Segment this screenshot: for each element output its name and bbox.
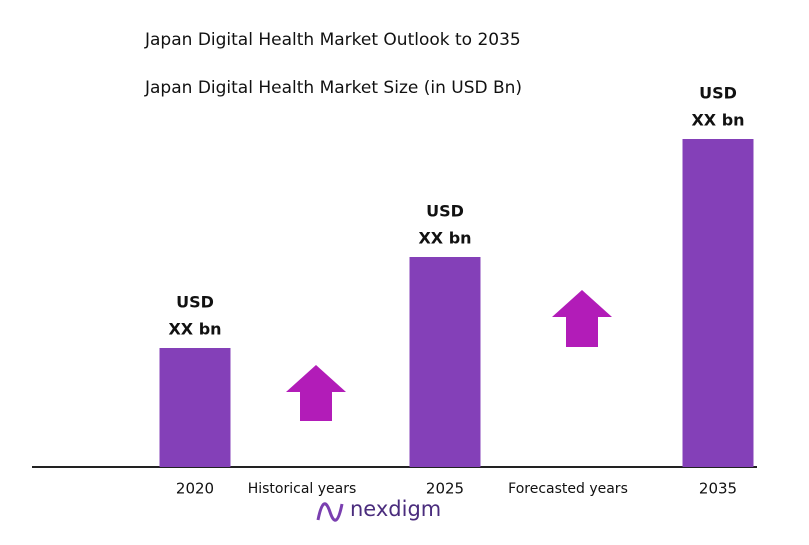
chart-title: Japan Digital Health Market Outlook to 2…: [144, 30, 521, 50]
value-label: XX bn: [168, 320, 221, 339]
growth-arrow: [286, 365, 346, 421]
brand-logo: nexdigm: [350, 497, 441, 521]
x-tick-label: 2035: [699, 480, 737, 498]
bar: [682, 139, 754, 467]
period-label: Forecasted years: [508, 481, 628, 497]
bar: [409, 257, 481, 467]
value-label: XX bn: [418, 229, 471, 248]
logo-icon: [316, 502, 344, 522]
value-label: XX bn: [691, 111, 744, 130]
value-label: USD: [176, 293, 214, 312]
value-label: USD: [426, 202, 464, 221]
value-label: USD: [699, 84, 737, 103]
x-tick-label: 2025: [426, 480, 464, 498]
period-label: Historical years: [248, 481, 357, 497]
bar: [159, 348, 231, 467]
chart-subtitle: Japan Digital Health Market Size (in USD…: [144, 78, 522, 98]
growth-arrow: [552, 290, 612, 347]
x-tick-label: 2020: [176, 480, 214, 498]
